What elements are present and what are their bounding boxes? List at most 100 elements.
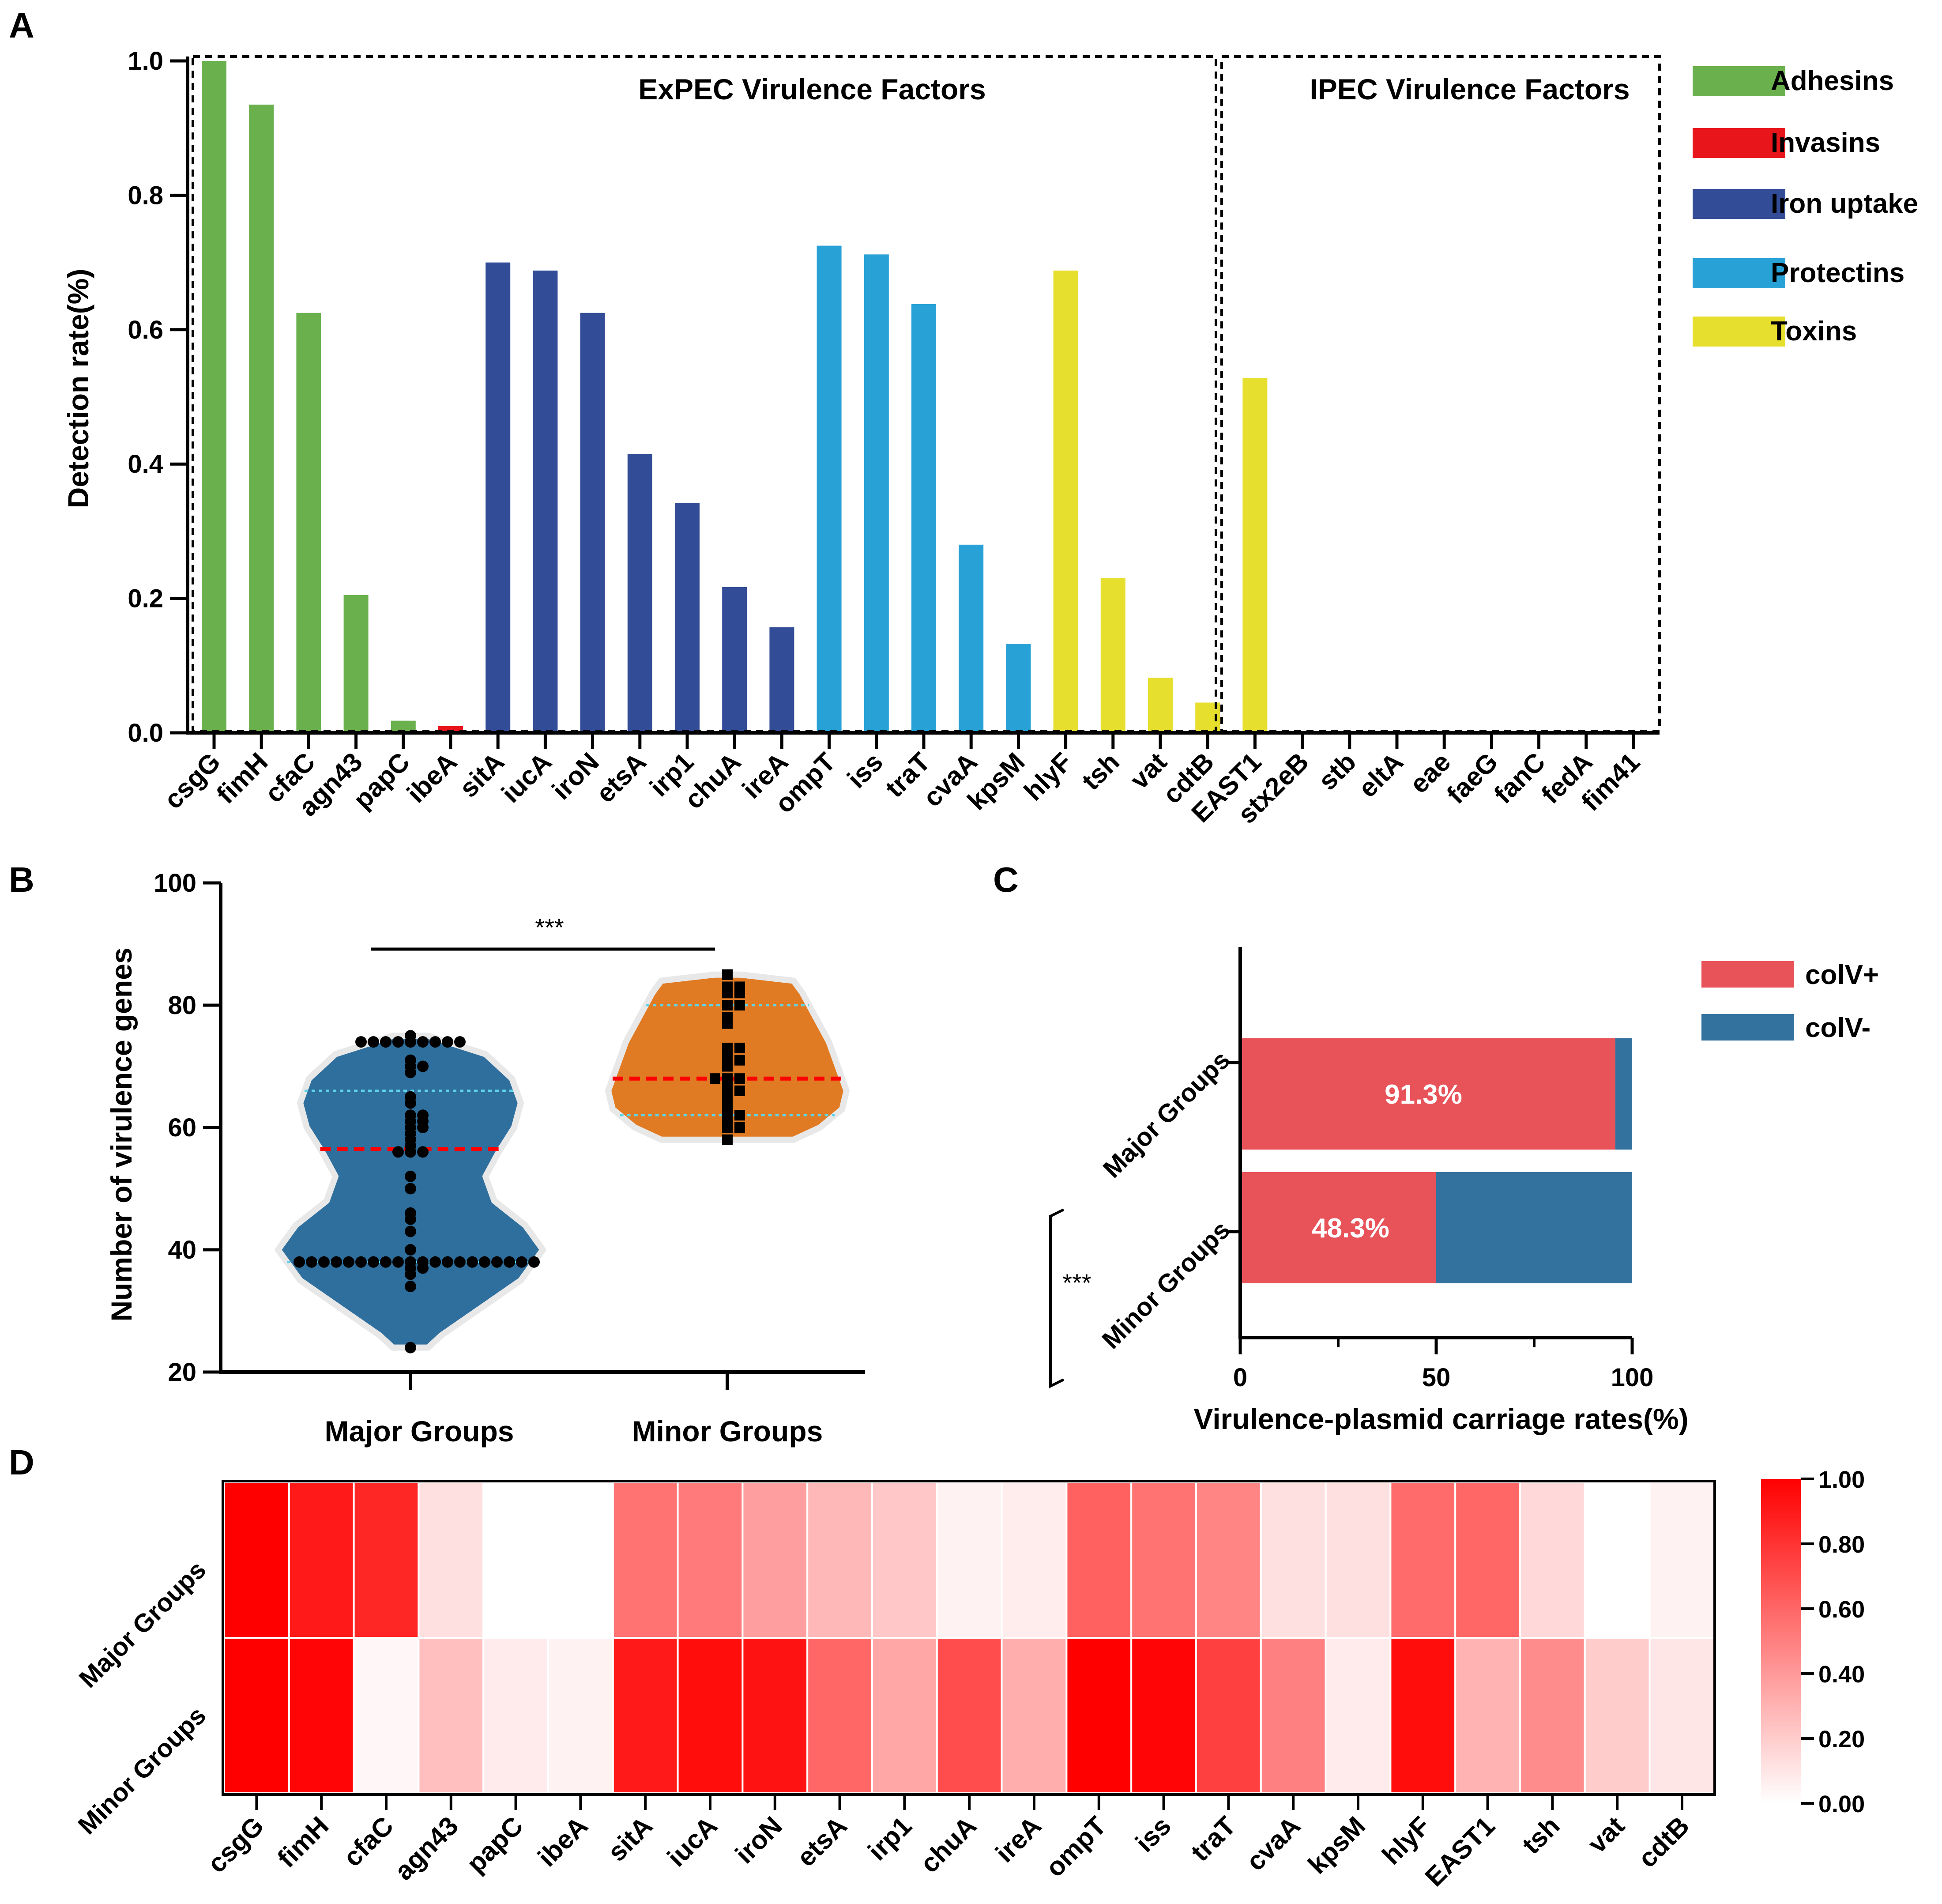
panel-a-bars [202, 61, 1268, 733]
bar-colv-neg-minor [1436, 1172, 1632, 1283]
data-point [405, 1067, 416, 1078]
heatmap-cell [482, 1637, 549, 1794]
legend-label-colv-pos: colV+ [1805, 960, 1879, 990]
xlabel-csgG: csgG [158, 747, 226, 814]
panel-b-ytick-label: 40 [168, 1236, 196, 1264]
heatmap-xlabel-ompT: ompT [1040, 1811, 1112, 1883]
xlabel-papC: papC [348, 747, 415, 814]
heatmap-cell [418, 1637, 485, 1794]
heatmap-cell [936, 1482, 1003, 1639]
panel-c-ylabel-minor: Minor Groups [1096, 1215, 1235, 1354]
legend-label-invasins: Invasins [1771, 128, 1880, 158]
panel-b-ytick-label: 20 [168, 1358, 196, 1387]
panel-a-yticks: 0.0 0.2 0.4 0.6 0.8 1.0 [128, 47, 188, 747]
data-point [355, 1036, 367, 1048]
data-point [734, 1042, 745, 1053]
heatmap-cell [1584, 1637, 1651, 1794]
heatmap-xlabel-cfaC: cfaC [338, 1811, 399, 1872]
bar-kpsM [1006, 644, 1031, 733]
heatmap-xlabel-chuA: chuA [915, 1811, 982, 1878]
bar-cvaA [959, 544, 984, 733]
heatmap-cell [1195, 1482, 1262, 1639]
xlabel-sitA: sitA [454, 747, 510, 803]
data-point [405, 1225, 416, 1237]
bar-csgG [202, 61, 226, 733]
panel-b-xlabel-minor: Minor Groups [632, 1415, 823, 1448]
data-point [479, 1256, 490, 1268]
data-point [294, 1256, 305, 1268]
data-point [722, 1018, 733, 1029]
heatmap-cell [1130, 1482, 1197, 1639]
heatmap-cell [418, 1482, 485, 1639]
data-point [734, 1073, 745, 1084]
xlabel-hlyF: hlyF [1018, 747, 1078, 807]
heatmap-cell [677, 1637, 744, 1794]
heatmap-xlabel-sitA: sitA [602, 1811, 659, 1867]
data-point [734, 1085, 745, 1096]
data-point [734, 988, 745, 999]
colorbar-tick-label: 0.20 [1818, 1726, 1865, 1753]
heatmap-cell [871, 1482, 938, 1639]
data-point [722, 1134, 733, 1145]
data-point [710, 1073, 720, 1084]
heatmap-cell [353, 1482, 420, 1639]
bar-ireA [769, 627, 794, 733]
data-point [417, 1122, 429, 1133]
heatmap-cells [223, 1482, 1716, 1794]
data-point [442, 1256, 453, 1268]
expec-group-label: ExPEC Virulence Factors [638, 73, 986, 106]
heatmap-xlabel-fimH: fimH [272, 1811, 335, 1874]
heatmap-cell [871, 1637, 938, 1794]
panel-c-ylabel-major: Major Groups [1098, 1045, 1236, 1184]
panel-c-xtick-label: 100 [1611, 1363, 1654, 1392]
xlabel-faeG: faeG [1441, 747, 1504, 810]
colorbar-tick-label: 0.00 [1818, 1791, 1865, 1817]
heatmap-cell [1389, 1637, 1456, 1794]
data-point [417, 1146, 429, 1158]
colorbar [1761, 1479, 1801, 1803]
heatmap-cell [1195, 1637, 1262, 1794]
panel-c-xtick-label: 0 [1233, 1363, 1247, 1392]
heatmap-cell [936, 1637, 1003, 1794]
colorbar-tick-label: 0.60 [1818, 1596, 1865, 1623]
panel-a-ytick-label: 1.0 [128, 47, 163, 75]
panel-b-ylabel: Number of virulence genes [105, 947, 138, 1321]
panel-b-violins [275, 969, 850, 1354]
data-point [722, 1000, 733, 1010]
heatmap-xlabel-iss: iss [1129, 1811, 1176, 1858]
panel-c: C 91.3% 48.3% 0 50 100 Virulence-plasmid ca… [993, 860, 1879, 1435]
panel-a-ylabel: Detection rate(%) [62, 269, 94, 509]
heatmap-cell [806, 1637, 873, 1794]
legend-label-adhesins: Adhesins [1771, 66, 1894, 96]
heatmap-cell [1325, 1482, 1392, 1639]
legend-swatch-iron [1693, 189, 1785, 219]
heatmap-cell [1130, 1637, 1197, 1794]
bar-hlyF [1053, 270, 1078, 733]
heatmap-cell [288, 1637, 355, 1794]
data-point [405, 1342, 416, 1354]
heatmap-cell [1454, 1482, 1521, 1639]
heatmap-cell [1260, 1637, 1327, 1794]
data-point [734, 1122, 745, 1133]
xlabel-etsA: etsA [591, 747, 652, 808]
heatmap-xlabel-ibeA: ibeA [532, 1811, 593, 1872]
heatmap-xlabel-kpsM: kpsM [1302, 1811, 1371, 1880]
xlabel-iroN: iroN [546, 747, 605, 805]
heatmap-cell [1584, 1482, 1651, 1639]
heatmap-xlabel-iroN: iroN [730, 1811, 788, 1869]
xlabel-iss: iss [842, 747, 888, 794]
data-point [405, 1036, 416, 1048]
panel-a-legend: Adhesins Invasins Iron uptake Protectins Tox… [1693, 66, 1918, 347]
heatmap-cell [223, 1482, 290, 1639]
heatmap-xlabel-cdtB: cdtB [1633, 1811, 1695, 1874]
legend-swatch-adhesins [1693, 66, 1785, 96]
data-point [343, 1256, 354, 1268]
heatmap-cell [353, 1637, 420, 1794]
bar-iucA [533, 270, 558, 733]
panel-c-xticks: 0 50 100 [1233, 1338, 1654, 1392]
panel-a-ytick-label: 0.0 [128, 719, 163, 747]
panel-b-xlabel-major: Major Groups [324, 1415, 514, 1448]
heatmap-cell [547, 1482, 614, 1639]
